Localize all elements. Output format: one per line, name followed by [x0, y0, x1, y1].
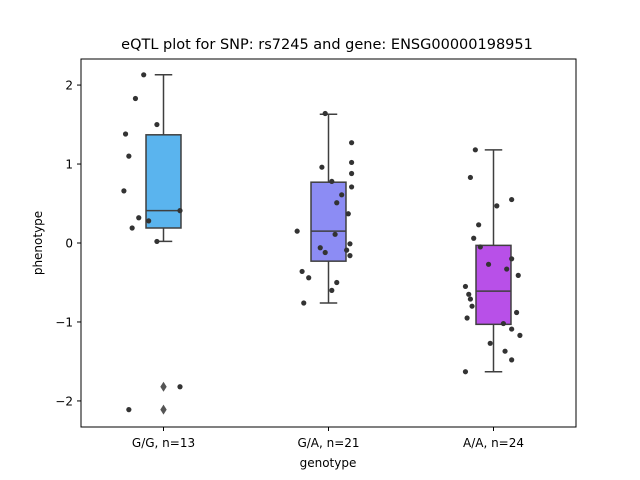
data-point [349, 140, 355, 146]
chart-title: eQTL plot for SNP: rs7245 and gene: ENSG… [121, 37, 533, 53]
y-tick-label: 2 [65, 79, 73, 93]
data-point [334, 279, 340, 286]
strip-points-0 [121, 72, 183, 413]
outlier-marker [160, 381, 167, 392]
x-axis-label: genotype [300, 456, 357, 470]
x-tick-label: G/A, n=21 [297, 436, 359, 450]
data-point [467, 174, 473, 181]
data-point [136, 215, 142, 221]
data-point [349, 159, 355, 166]
data-point [317, 245, 323, 251]
data-point [485, 261, 492, 267]
data-point [126, 153, 132, 159]
data-point [132, 95, 139, 102]
data-point [517, 332, 523, 338]
data-point [146, 218, 152, 224]
data-point [334, 200, 340, 206]
x-tick-label: G/G, n=13 [132, 436, 195, 450]
outlier-marker [160, 404, 167, 415]
data-point [494, 203, 500, 209]
data-point [344, 247, 350, 253]
data-point [349, 170, 355, 177]
y-axis-label: phenotype [31, 211, 45, 275]
data-point [177, 384, 183, 390]
data-point [294, 228, 300, 234]
data-point [301, 300, 307, 306]
data-point [514, 309, 520, 316]
data-point [477, 244, 483, 250]
y-tick-label: −2 [55, 394, 73, 408]
y-tick-label: −1 [55, 315, 73, 329]
data-point [339, 192, 345, 198]
data-point [509, 326, 515, 332]
strip-points-2 [462, 147, 523, 375]
data-point [464, 315, 470, 321]
data-point [322, 110, 328, 117]
plot-area [121, 72, 523, 415]
data-point [462, 283, 469, 290]
data-point [129, 225, 135, 231]
x-tick-label: A/A, n=24 [463, 436, 524, 450]
data-point [121, 188, 127, 194]
data-point [126, 407, 132, 413]
data-point [509, 357, 515, 363]
box-iqr [145, 134, 182, 229]
x-axis: G/G, n=13 G/A, n=21 A/A, n=24 [132, 427, 524, 450]
data-point [509, 196, 515, 203]
data-point [466, 291, 472, 297]
y-tick-label: 0 [65, 237, 73, 251]
data-point [122, 131, 129, 137]
data-point [141, 72, 147, 78]
data-point [472, 147, 478, 153]
box-iqr [475, 244, 512, 326]
data-point [347, 253, 353, 259]
strip-points-1 [294, 110, 355, 306]
box-group-0 [145, 74, 182, 415]
data-point [319, 164, 325, 170]
data-point [329, 287, 335, 293]
box-group-2 [475, 149, 512, 373]
data-point [349, 184, 355, 190]
data-point [467, 296, 473, 302]
data-point [347, 241, 353, 247]
data-point [476, 222, 482, 228]
data-point [322, 249, 328, 256]
data-point [509, 256, 515, 262]
data-point [471, 235, 477, 241]
data-point [177, 208, 183, 214]
data-point [504, 266, 510, 272]
data-point [299, 268, 305, 275]
data-point [462, 369, 469, 375]
data-point [345, 211, 351, 217]
box-group-1 [310, 113, 347, 304]
data-point [154, 121, 160, 128]
data-point [469, 303, 475, 309]
data-point [332, 231, 338, 237]
data-point [487, 340, 493, 346]
y-axis: −2 −1 0 1 2 [55, 79, 81, 408]
data-point [154, 238, 160, 245]
data-point [329, 178, 335, 185]
y-tick-label: 1 [65, 158, 73, 172]
data-point [500, 320, 506, 327]
data-point [502, 348, 508, 354]
data-point [515, 272, 521, 278]
data-point [306, 275, 312, 281]
